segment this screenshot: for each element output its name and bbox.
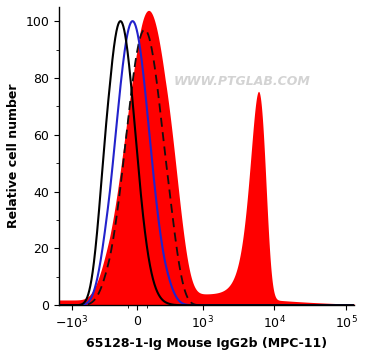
Y-axis label: Relative cell number: Relative cell number bbox=[7, 84, 20, 228]
X-axis label: 65128-1-Ig Mouse IgG2b (MPC-11): 65128-1-Ig Mouse IgG2b (MPC-11) bbox=[86, 337, 327, 350]
Text: WWW.PTGLAB.COM: WWW.PTGLAB.COM bbox=[174, 75, 311, 88]
